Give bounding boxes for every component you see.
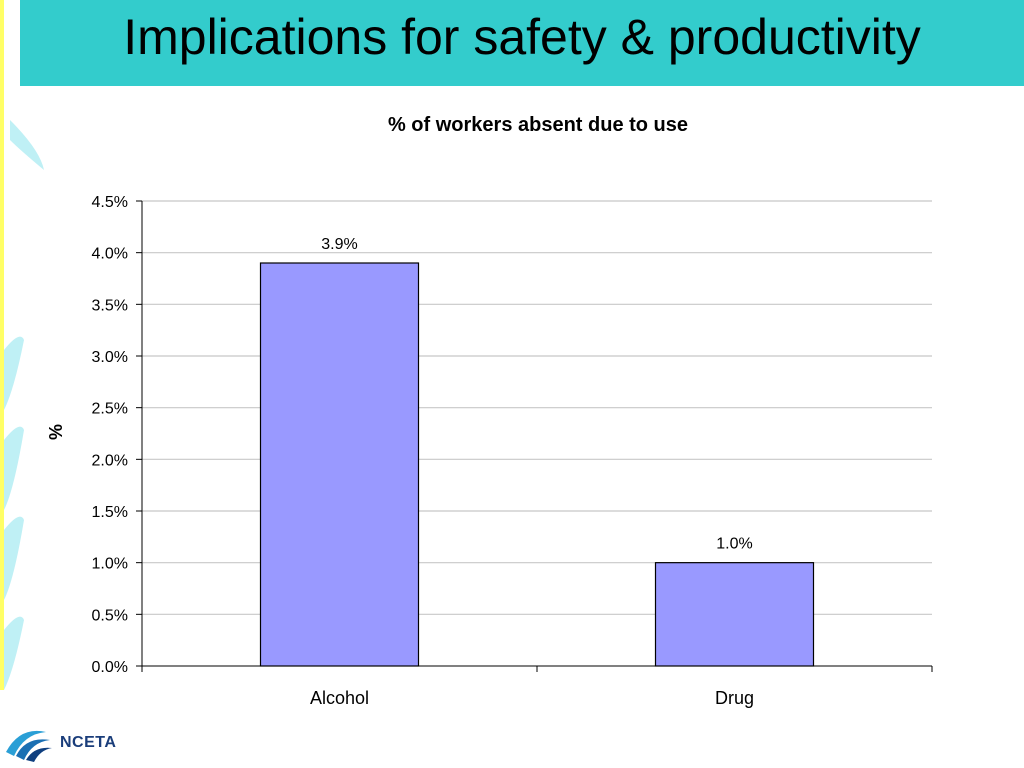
y-tick-label: 1.5% [92,504,128,521]
y-tick-label: 3.5% [92,297,128,314]
logo-text: NCETA [60,734,117,751]
y-tick-label: 4.5% [92,194,128,211]
x-tick-label: Drug [715,688,754,708]
slide-title: Implications for safety & productivity [123,9,921,65]
bar-chart: % of workers absent due to use % 0.0% 0.5… [46,114,933,708]
bar-alcohol [259,262,420,667]
y-tick-label: 2.0% [92,452,128,469]
chart-title: % of workers absent due to use [388,114,688,136]
data-label: 1.0% [716,536,752,553]
y-tick-label: 1.0% [92,556,128,573]
title-band: Implications for safety & productivity [20,0,1024,86]
data-label: 3.9% [321,236,357,253]
x-tick-label: Alcohol [310,688,369,708]
y-tick-label: 0.5% [92,607,128,624]
decorative-swirl [4,120,44,690]
bar-drug [654,562,815,667]
y-tick-label: 4.0% [92,246,128,263]
y-tick-label: 0.0% [92,659,128,676]
y-tick-label: 2.5% [92,401,128,418]
y-tick-label: 3.0% [92,349,128,366]
y-axis-label: % [46,424,66,440]
left-rail [0,0,4,690]
logo-swirl-icon [6,730,52,762]
chart-area: % of workers absent due to use % 0.0% 0.5… [0,95,1024,715]
nceta-logo: NCETA [2,722,142,766]
